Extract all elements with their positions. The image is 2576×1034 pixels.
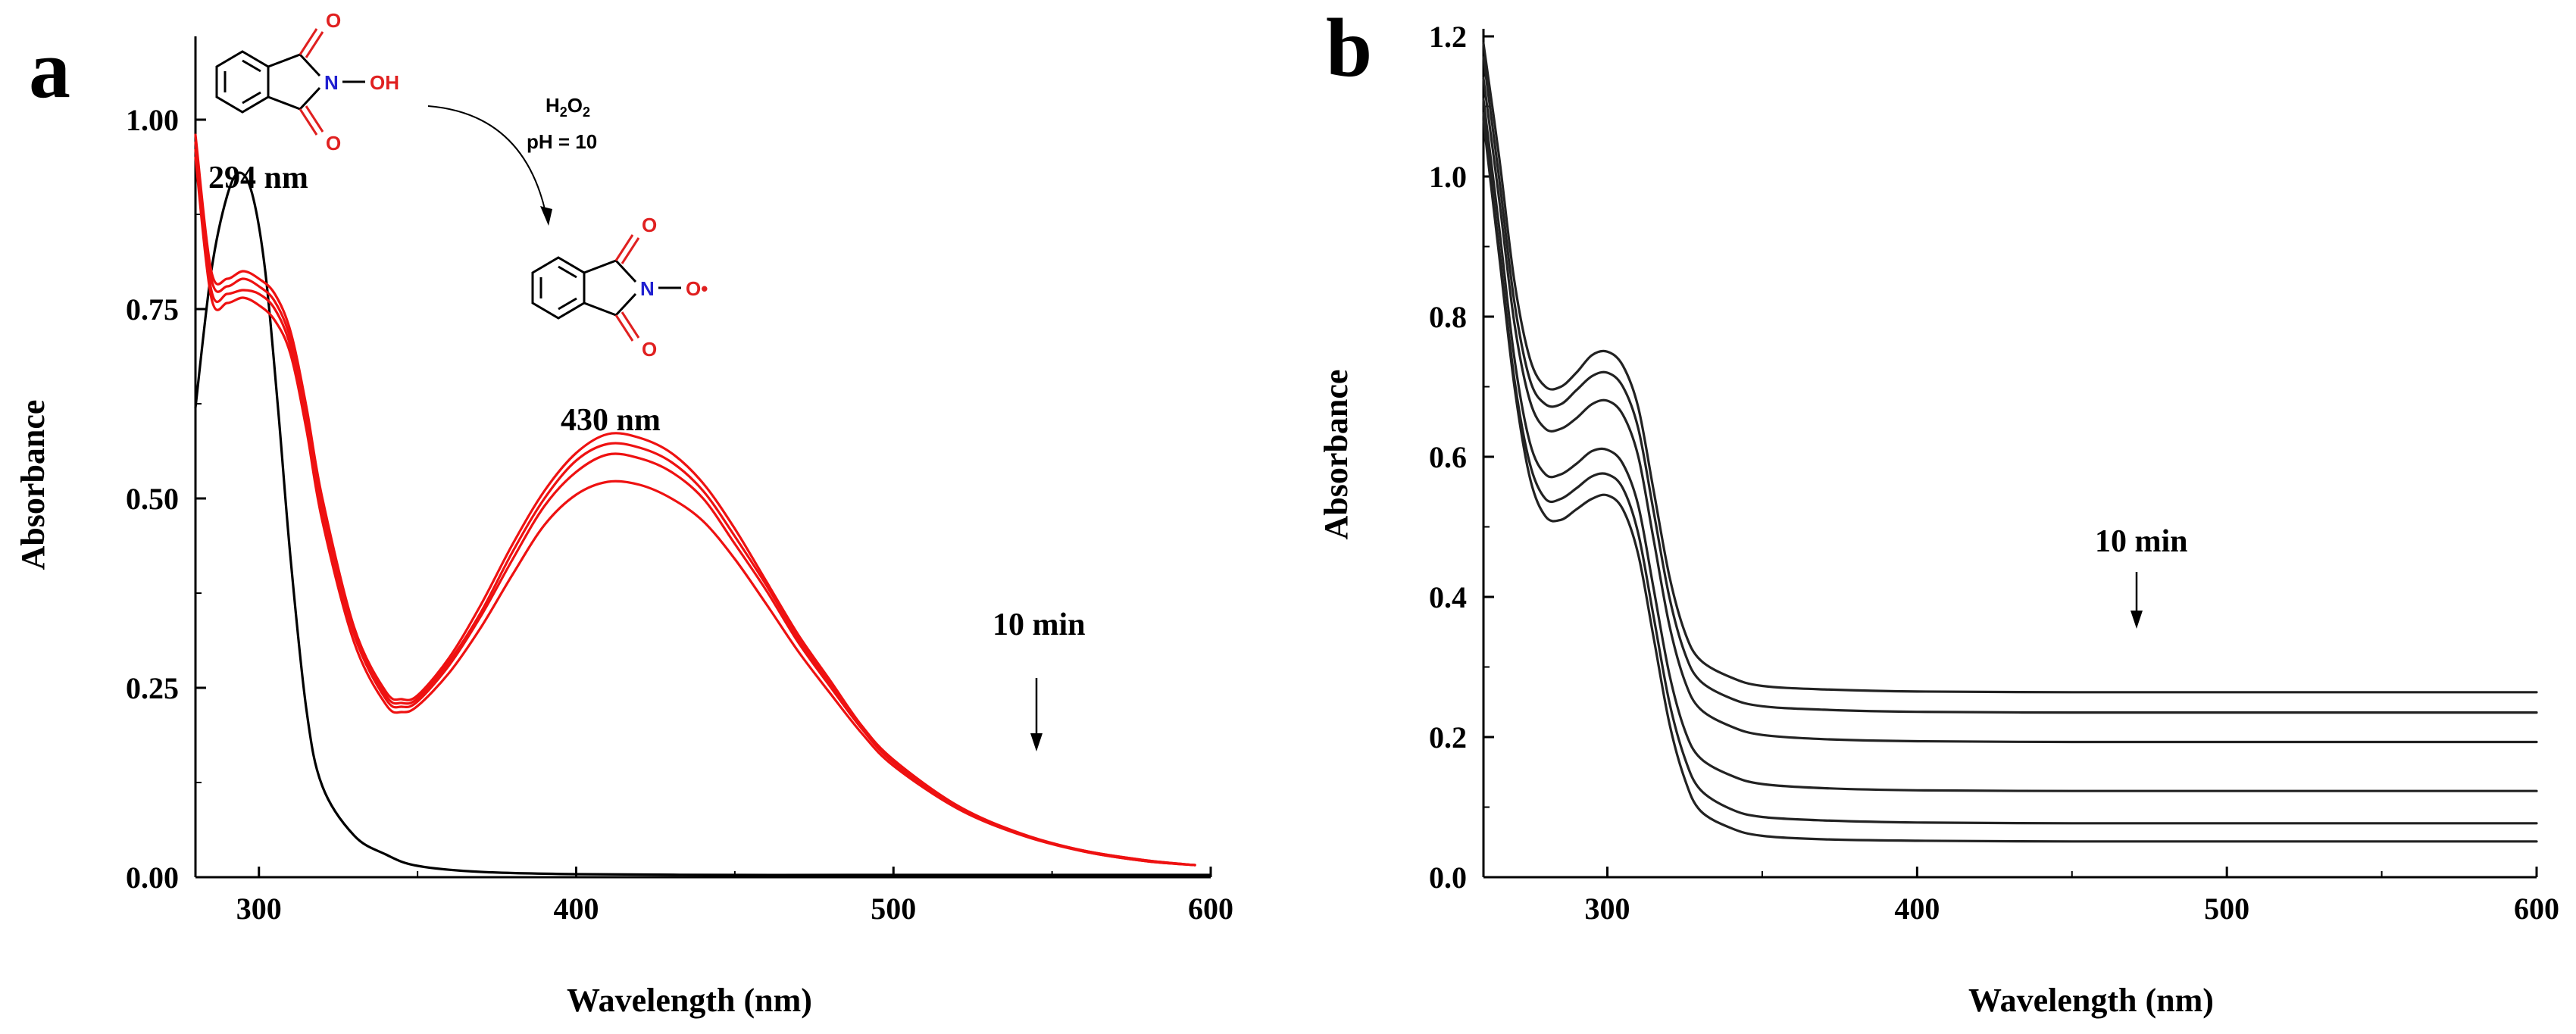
x-tick-label: 600	[2514, 892, 2559, 926]
spectrum-line-4	[194, 148, 1196, 867]
spectrum-line-2	[194, 133, 1196, 867]
y-tick-label: 0.4	[1429, 580, 1467, 614]
x-tick-label: 300	[236, 892, 282, 926]
y-tick-label: 1.0	[1429, 160, 1467, 194]
spectrum-line-1	[1482, 42, 2538, 694]
reactant-structure	[215, 28, 365, 136]
reaction-scheme: O O N OH H2O2 pH = 10	[215, 9, 708, 361]
x-tick-label: 500	[871, 892, 916, 926]
reactant-n: N	[324, 71, 339, 94]
y-tick-label: 1.2	[1429, 20, 1467, 54]
reaction-condition: pH = 10	[527, 130, 597, 153]
y-tick-label: 0.0	[1429, 861, 1467, 895]
product-o-radical: O•	[686, 277, 708, 300]
arrow-down-a	[1030, 678, 1043, 751]
y-axis-title-a: Absorbance	[14, 400, 52, 570]
spectrum-line-3	[1482, 77, 2538, 744]
series-group-b	[1482, 42, 2538, 843]
y-tick-label: 0.25	[126, 671, 179, 705]
y-tick-label: 0.75	[126, 292, 179, 326]
panel-letter-a: a	[29, 23, 70, 115]
x-tick-label: 500	[2204, 892, 2249, 926]
panel-letter-b: b	[1326, 2, 1372, 94]
spectrum-line-2	[1482, 56, 2538, 714]
annotation-430nm: 430 nm	[561, 403, 661, 438]
y-tick-label: 0.00	[126, 861, 179, 895]
annotation-294nm: 294 nm	[208, 161, 308, 195]
panel-b: b 300 400 500 600 0.0 0.2 0.4 0.6 0.8 1.0 1.2 Abso…	[1318, 2, 2559, 1019]
x-axis-title-b: Wavelength (nm)	[1968, 982, 2214, 1019]
x-axis-title-a: Wavelength (nm)	[567, 982, 812, 1019]
reagent-h2o2: H2O2	[546, 94, 590, 120]
product-o-bottom: O	[642, 338, 657, 361]
ticks-a: 300 400 500 600 0.00 0.25 0.50 0.75 1.00	[126, 103, 1233, 926]
y-tick-label: 0.6	[1429, 440, 1467, 474]
x-tick-label: 400	[554, 892, 599, 926]
reactant-oh: OH	[370, 71, 399, 94]
product-n: N	[640, 277, 655, 300]
x-tick-label: 600	[1188, 892, 1233, 926]
y-tick-label: 1.00	[126, 103, 179, 137]
series-group-a	[194, 133, 1212, 876]
spectrum-line-6	[1482, 119, 2538, 843]
annotation-10min-a: 10 min	[993, 608, 1086, 642]
y-tick-label: 0.8	[1429, 300, 1467, 334]
spectrum-line-5	[194, 156, 1196, 867]
reference-spectrum-line	[194, 171, 1212, 876]
y-tick-label: 0.2	[1429, 720, 1467, 754]
reactant-o-top: O	[326, 9, 341, 32]
ticks-b: 300 400 500 600 0.0 0.2 0.4 0.6 0.8 1.0 1.2	[1429, 20, 2559, 926]
arrow-down-b	[2131, 572, 2143, 629]
x-tick-label: 400	[1894, 892, 1940, 926]
y-axis-title-b: Absorbance	[1318, 370, 1355, 540]
product-o-top: O	[642, 214, 657, 236]
panel-a: a 300 400 500 600 0.00 0.25 0.50 0.75 1.00 Absor…	[14, 9, 1233, 1019]
annotation-10min-b: 10 min	[2095, 524, 2188, 559]
y-tick-label: 0.50	[126, 482, 179, 516]
x-tick-label: 300	[1585, 892, 1630, 926]
spectrum-line-5	[1482, 112, 2538, 825]
spectrum-line-3	[194, 141, 1196, 867]
spectrum-line-4	[1482, 98, 2538, 792]
product-structure	[531, 234, 681, 342]
reactant-o-bottom: O	[326, 132, 341, 155]
